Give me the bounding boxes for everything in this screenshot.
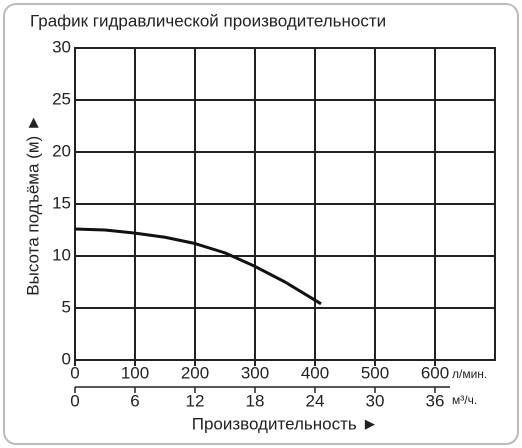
y-tick-label: 30	[52, 37, 71, 56]
x2-tick-label: 0	[70, 391, 79, 410]
x-axis-label: Производительность ►	[192, 414, 379, 433]
x2-tick-label: 12	[186, 391, 205, 410]
y-tick-label: 0	[62, 349, 71, 368]
x2-tick-label: 18	[246, 391, 265, 410]
x-tick-label: 400	[301, 363, 329, 382]
y-tick-label: 10	[52, 245, 71, 264]
x2-tick-label: 6	[130, 391, 139, 410]
x2-tick-label: 36	[426, 391, 445, 410]
x2-tick-label: 30	[366, 391, 385, 410]
x-tick-label: 300	[241, 363, 269, 382]
x-tick-label: 600	[421, 363, 449, 382]
y-tick-label: 25	[52, 89, 71, 108]
chart-title: График гидравлической производительности	[30, 11, 386, 30]
x-tick-label: 500	[361, 363, 389, 382]
y-tick-label: 20	[52, 141, 71, 160]
x2-tick-label: 24	[306, 391, 325, 410]
x-tick-label: 200	[181, 363, 209, 382]
y-tick-label: 15	[52, 193, 71, 212]
x-tick-label: 0	[70, 363, 79, 382]
y-axis-label: Высота подъёма (м) ►	[23, 114, 42, 295]
frame	[3, 3, 519, 445]
x-unit: л/мин.	[452, 367, 487, 381]
y-tick-label: 5	[62, 297, 71, 316]
curve	[74, 227, 322, 306]
x2-unit: м³/ч.	[452, 393, 477, 407]
x-tick-label: 100	[121, 363, 149, 382]
